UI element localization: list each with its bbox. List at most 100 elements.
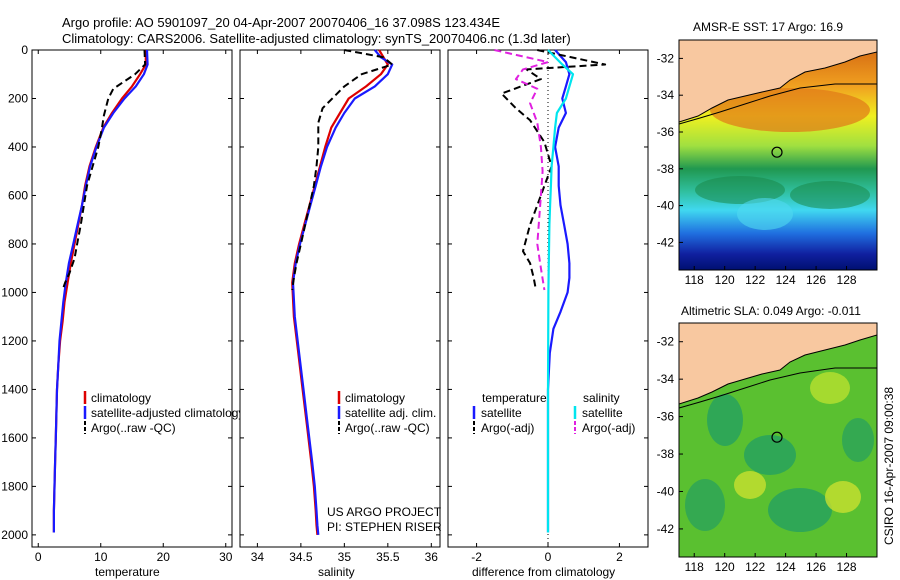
figure-title-line2: Climatology: CARS2006. Satellite-adjuste… [62, 31, 571, 46]
map-x-tick-label: 126 [806, 560, 826, 574]
series-line-satellite-adjusted-climatology [52, 49, 149, 533]
argo-position-marker [771, 431, 783, 443]
salinity-panel: 34 34.5 35 35.5 36 salinity climatology sate… [239, 49, 442, 579]
x-tick-label: 36 [425, 550, 439, 564]
map-x-tick-label: 124 [776, 560, 796, 574]
map-x-tick-label: 124 [776, 273, 796, 287]
map-y-tick-label: -34 [657, 88, 675, 102]
sst-land-mass [679, 40, 877, 123]
difference-series [494, 49, 607, 533]
sla-low-patch [685, 479, 725, 531]
legend-temp-satellite-label: satellite [481, 406, 522, 420]
y-tick-label: 1000 [1, 285, 28, 299]
map-x-tick-label: 118 [685, 560, 704, 574]
map-x-tick-label: 122 [745, 273, 765, 287]
y-tick-label: 600 [8, 188, 28, 202]
series-line-salinity-satellite [546, 49, 575, 533]
sla-low-patch [707, 394, 743, 446]
temperature-legend: climatology satellite-adjusted climatolo… [83, 391, 244, 435]
series-line-temperature-argo-adj [500, 49, 607, 288]
difference-panel: -2 0 2 difference from climatology tempera… [447, 49, 649, 579]
map-y-tick-label: -36 [657, 410, 675, 424]
legend-sal-argo-label: Argo(-adj) [582, 421, 635, 435]
y-tick-label: 1800 [1, 479, 28, 493]
y-tick-label: 400 [8, 140, 28, 154]
map-y-tick-label: -38 [657, 447, 675, 461]
map-x-tick-label: 128 [837, 560, 857, 574]
map-x-tick-label: 122 [745, 560, 765, 574]
x-tick-label: 34 [251, 550, 265, 564]
legend-climatology-label: climatology [345, 391, 405, 405]
series-line-argo-raw-qc [61, 49, 147, 291]
sst-cool-patch [695, 176, 785, 204]
legend-salinity-title: salinity [583, 391, 620, 405]
x-tick-label: 10 [94, 550, 108, 564]
y-tick-label: 800 [8, 237, 28, 251]
map-y-tick-label: -40 [657, 484, 675, 498]
legend-satellite-label: satellite-adjusted climatology [91, 406, 244, 420]
sla-map-image [679, 323, 877, 557]
x-tick-label: 30 [219, 550, 233, 564]
y-tick-label: 2000 [1, 528, 28, 542]
x-tick-label: 20 [157, 550, 171, 564]
map-x-tick-label: 120 [715, 560, 735, 574]
x-tick-label: 35.5 [376, 550, 400, 564]
x-tick-label: 2 [616, 550, 623, 564]
map-y-tick-label: -40 [657, 199, 675, 213]
map-x-tick-label: 126 [806, 273, 826, 287]
y-tick-label: 200 [8, 91, 28, 105]
sla-shelf-contour [679, 367, 877, 409]
x-tick-label: 34.5 [289, 550, 313, 564]
legend-argo-label: Argo(..raw -QC) [91, 421, 176, 435]
sla-low-patch [842, 418, 874, 462]
map-y-tick-label: -36 [657, 125, 675, 139]
sla-high-patch [825, 481, 861, 513]
map-x-tick-label: 128 [837, 273, 857, 287]
legend-temperature-title: temperature [482, 391, 547, 405]
temperature-panel: 0 200 400 600 800 1000 1200 1400 1600 1800 2000 0 10… [1, 43, 244, 579]
pi-annotation: PI: STEPHEN RISER [327, 520, 442, 534]
sla-map-frame [678, 322, 878, 558]
map-y-tick-label: -32 [657, 335, 675, 349]
map-x-tick-label: 120 [715, 273, 735, 287]
sla-high-patch [810, 372, 850, 404]
map-y-tick-label: -42 [657, 235, 675, 249]
sst-shelf-contour [679, 83, 877, 125]
map-y-tick-label: -32 [657, 51, 675, 65]
y-tick-label: 0 [21, 43, 28, 57]
series-line-salinity-argo-adj [494, 49, 549, 291]
sst-cyan-patch [737, 198, 793, 230]
temperature-series [52, 49, 149, 533]
temperature-xlabel: temperature [95, 565, 160, 579]
salinity-xlabel: salinity [318, 565, 355, 579]
sla-low-patch [744, 435, 796, 475]
legend-satellite-label: satellite adj. clim. [345, 406, 436, 420]
legend-argo-label: Argo(..raw -QC) [345, 421, 430, 435]
map-y-tick-label: -42 [657, 522, 675, 536]
argo-position-marker [771, 146, 783, 158]
salinity-legend: climatology satellite adj. clim. Argo(..… [337, 391, 436, 435]
sst-map-frame [678, 39, 878, 271]
sla-map-title: Altimetric SLA: 0.049 Argo: -0.011 [681, 304, 861, 318]
sst-map-image [679, 40, 877, 270]
x-tick-label: 35 [338, 550, 352, 564]
y-tick-label: 1400 [1, 382, 28, 396]
difference-legend: temperature satellite Argo(-adj) salinit… [472, 391, 635, 435]
sst-warm-patch [710, 88, 870, 132]
temperature-ticks: 0 200 400 600 800 1000 1200 1400 1600 1800 2000 0 10… [1, 43, 232, 564]
figure-title-line1: Argo profile: AO 5901097_20 04-Apr-2007 … [62, 15, 500, 30]
salinity-ticks: 34 34.5 35 35.5 36 [240, 49, 440, 564]
sst-map-title: AMSR-E SST: 17 Argo: 16.9 [693, 20, 843, 34]
salinity-series [291, 49, 394, 536]
x-tick-label: 0 [545, 550, 552, 564]
legend-temp-argo-label: Argo(-adj) [481, 421, 534, 435]
legend-sal-satellite-label: satellite [582, 406, 623, 420]
side-timestamp: CSIRO 16-Apr-2007 09:00:38 [882, 387, 896, 545]
sla-map-ticks: 118 120 122 124 126 128 -32 -34 -36 -38 -40 -42 [657, 335, 857, 574]
sst-map-panel: AMSR-E SST: 17 Argo: 16.9 118 120 122 124 12… [657, 20, 878, 287]
temperature-axes-box [31, 49, 233, 548]
sla-low-patch [768, 488, 832, 532]
sst-map-ticks: 118 120 122 124 126 128 -32 -34 -36 -38 -40 -42 [657, 51, 857, 287]
series-line-argo-raw-qc [291, 49, 394, 291]
